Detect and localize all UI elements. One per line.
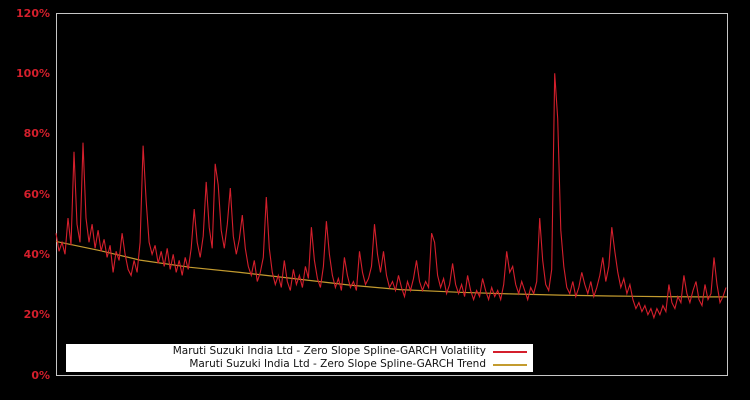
- plot-border: [56, 13, 728, 376]
- y-tick-label: 80%: [23, 127, 50, 141]
- y-tick-label: 100%: [16, 66, 50, 80]
- trend-line: [55, 240, 727, 298]
- y-tick-label: 60%: [23, 187, 50, 201]
- legend: Maruti Suzuki India Ltd - Zero Slope Spl…: [66, 344, 533, 372]
- legend-row-volatility: Maruti Suzuki India Ltd - Zero Slope Spl…: [70, 345, 527, 358]
- volatility-line: [55, 73, 727, 320]
- legend-label-volatility: Maruti Suzuki India Ltd - Zero Slope Spl…: [172, 345, 486, 357]
- y-tick-label: 40%: [23, 247, 50, 261]
- legend-line-sample-trend: [493, 363, 527, 366]
- legend-row-trend: Maruti Suzuki India Ltd - Zero Slope Spl…: [70, 358, 527, 371]
- legend-line-sample-volatility: [493, 350, 527, 353]
- y-tick-label: 20%: [23, 308, 50, 322]
- legend-label-trend: Maruti Suzuki India Ltd - Zero Slope Spl…: [189, 358, 486, 370]
- y-tick-label: 120%: [16, 6, 50, 20]
- y-tick-label: 0%: [31, 368, 50, 382]
